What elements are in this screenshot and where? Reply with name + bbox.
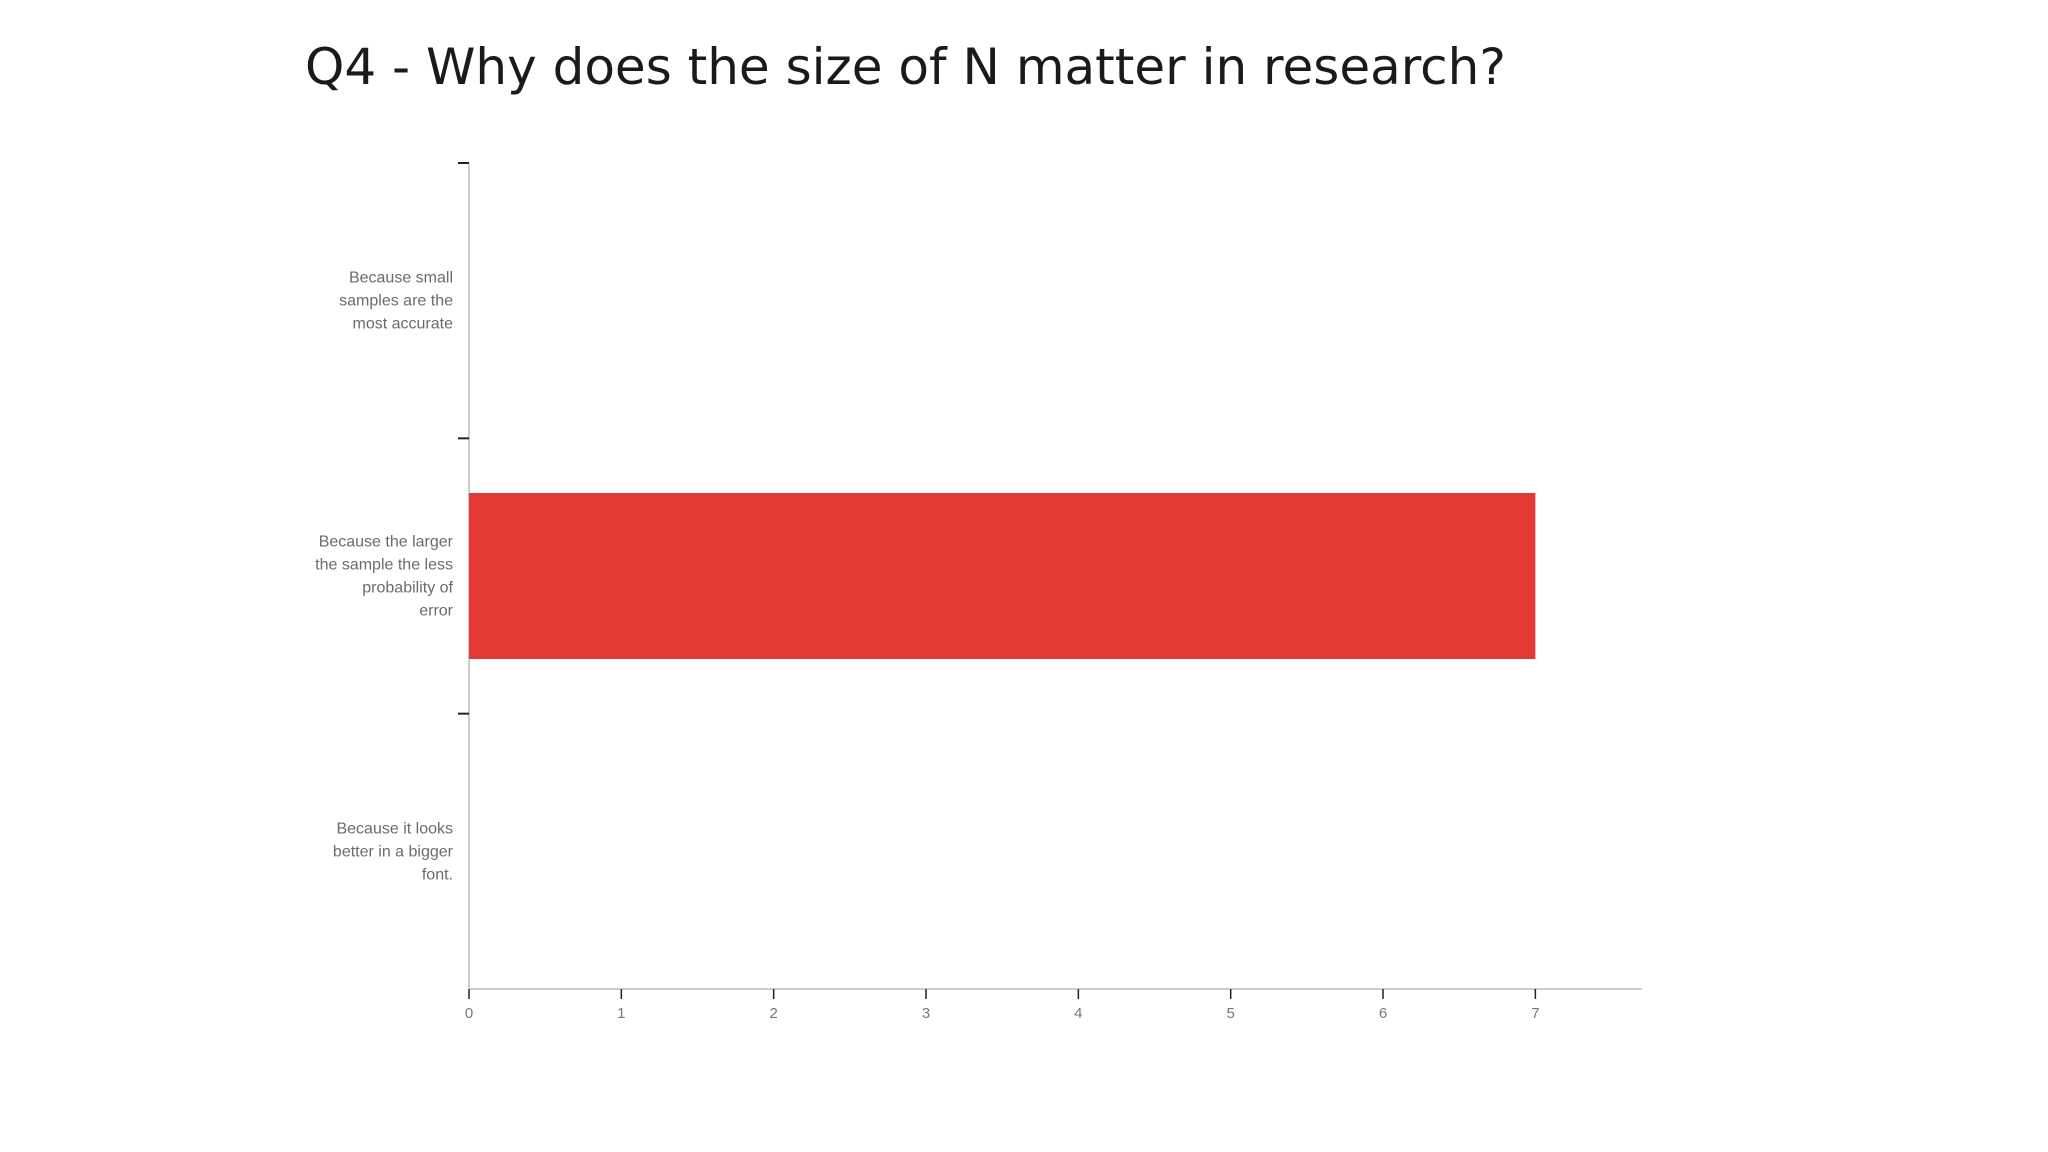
category-label-line: Because the larger [319, 534, 454, 551]
slide-title: Q4 - Why does the size of N matter in re… [305, 38, 1506, 96]
category-label-line: samples are the [339, 293, 453, 310]
category-label-line: most accurate [353, 316, 454, 333]
category-label-line: the sample the less [315, 557, 453, 574]
x-tick-label: 1 [617, 1005, 625, 1022]
x-tick-label: 3 [922, 1005, 930, 1022]
x-tick-label: 0 [465, 1005, 473, 1022]
category-label-line: better in a bigger [333, 843, 454, 860]
category-label: Because it looks better in a bigger font. [333, 820, 454, 883]
x-tick-label: 7 [1531, 1005, 1539, 1022]
bar [469, 493, 1536, 659]
category-label-line: Because small [349, 270, 453, 287]
x-tick-label: 5 [1227, 1005, 1235, 1022]
x-tick-label: 2 [770, 1005, 778, 1022]
x-tick-label: 6 [1379, 1005, 1387, 1022]
category-label: Because the larger the sample the less pro… [315, 534, 454, 620]
category-label: Because small samples are the most accurat… [339, 270, 453, 333]
category-label-line: Because it looks [336, 820, 453, 837]
category-label-line: error [419, 603, 453, 620]
category-label-line: font. [422, 866, 453, 883]
x-tick-label: 4 [1074, 1005, 1082, 1022]
category-label-line: probability of [362, 580, 453, 597]
chart-plot-area: Because small samples are the most accurat… [315, 162, 1642, 1022]
